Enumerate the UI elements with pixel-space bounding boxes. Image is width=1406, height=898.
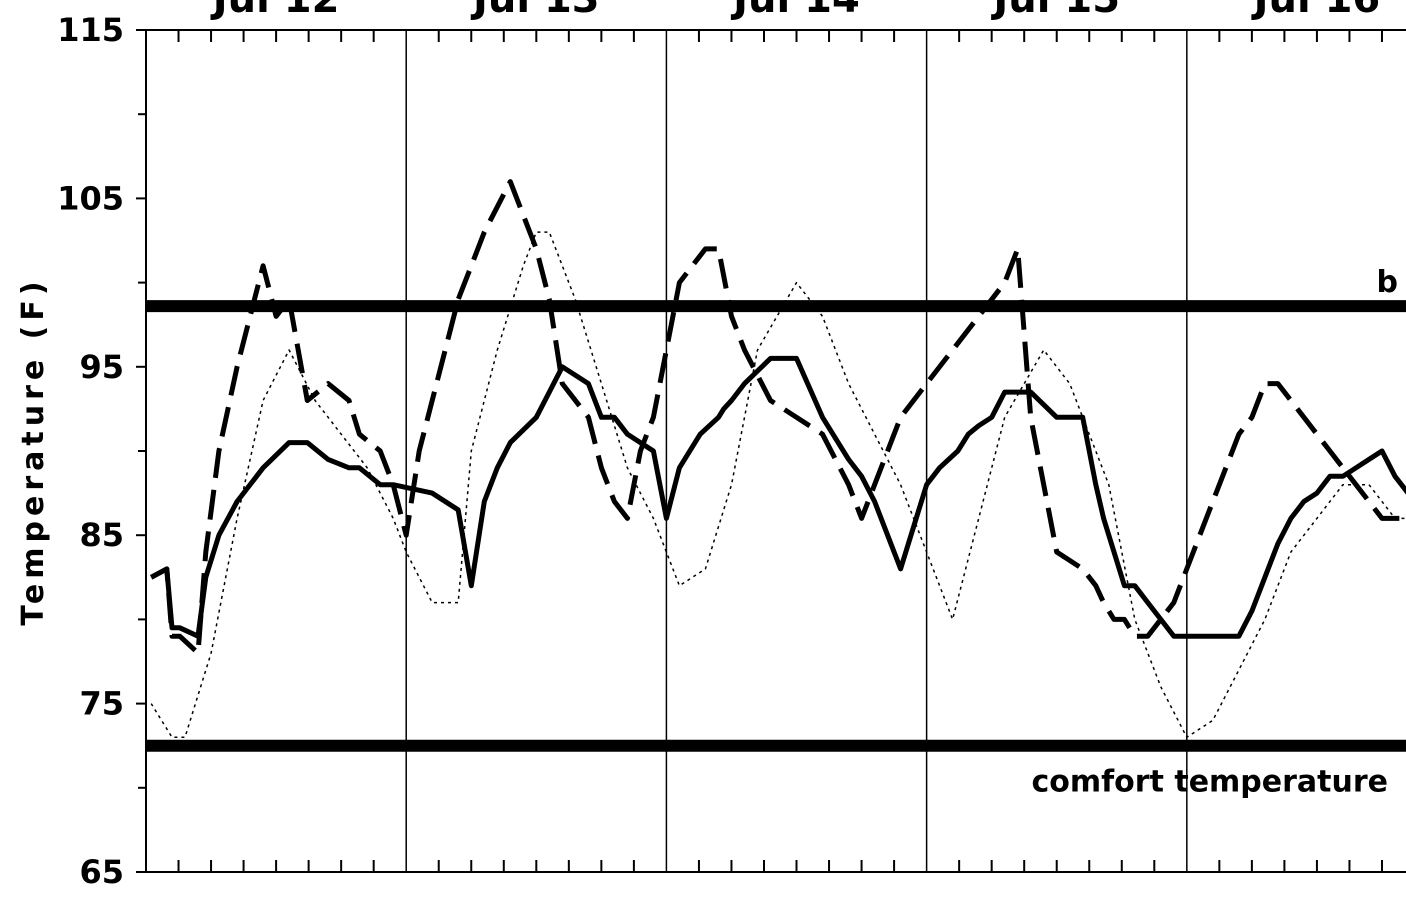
series-line-dashed — [150, 179, 1406, 656]
y-tick-label: 115 — [57, 11, 124, 49]
series-line-solid — [150, 355, 1406, 639]
reference-label-upper: b — [1377, 265, 1398, 300]
y-tick-label: 95 — [79, 348, 124, 386]
day-label: Jul 12 — [210, 0, 340, 22]
hour-ticks — [177, 30, 1383, 872]
day-label: Jul 16 — [1251, 0, 1381, 22]
y-tick-label: 85 — [79, 516, 124, 554]
reference-lines: b comfort temperature — [146, 265, 1406, 800]
series-group — [150, 179, 1406, 739]
y-axis-label: Temperature (F) — [16, 276, 51, 625]
day-label: Jul 15 — [990, 0, 1120, 22]
day-labels: Jul 12 Jul 13 Jul 14 Jul 15 Jul 16 — [210, 0, 1380, 22]
day-label: Jul 14 — [730, 0, 860, 22]
y-tick-label: 75 — [79, 685, 124, 723]
day-separators — [405, 30, 1188, 872]
reference-label-comfort: comfort temperature — [1031, 765, 1388, 800]
y-axis: 65 75 85 95 105 115 — [57, 11, 146, 891]
y-tick-label: 65 — [79, 853, 124, 891]
plot-frame — [145, 29, 1406, 873]
series-line-dotted — [150, 231, 1406, 739]
day-label: Jul 13 — [470, 0, 600, 22]
y-tick-label: 105 — [57, 179, 124, 217]
